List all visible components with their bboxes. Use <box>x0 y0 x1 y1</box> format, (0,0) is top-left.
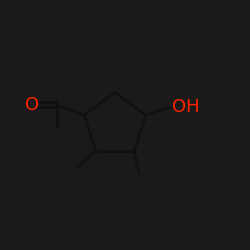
Text: O: O <box>24 96 39 114</box>
Text: OH: OH <box>172 98 200 116</box>
